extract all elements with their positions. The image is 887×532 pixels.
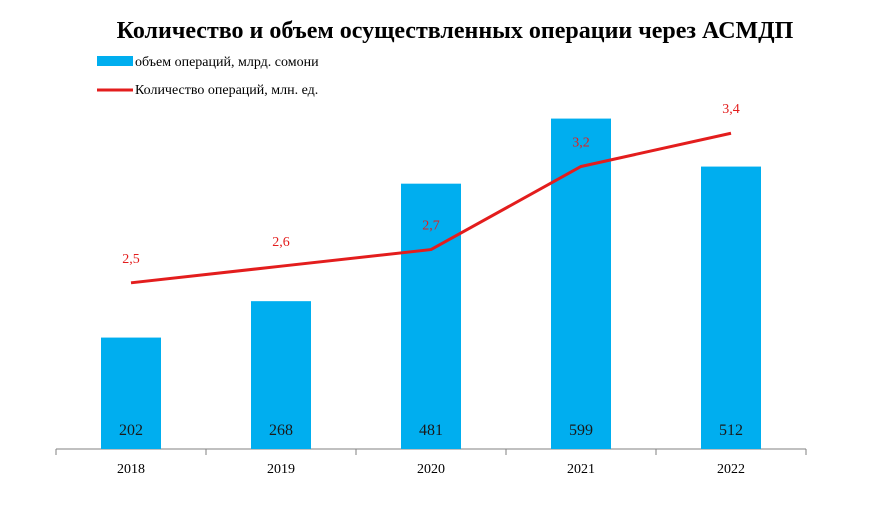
bar	[551, 118, 611, 450]
legend: объем операций, млрд. сомони Количество …	[97, 55, 319, 98]
legend-label-bars: объем операций, млрд. сомони	[135, 55, 319, 70]
bar-data-label: 268	[269, 422, 293, 439]
x-tick-label: 2021	[567, 462, 595, 477]
legend-label-line: Количество операций, млн. ед.	[135, 83, 318, 98]
x-tick-label: 2019	[267, 462, 295, 477]
bar	[401, 183, 461, 449]
bar-data-label: 481	[419, 422, 443, 439]
line-data-label: 3,4	[722, 102, 740, 117]
line-data-label: 2,7	[422, 219, 440, 234]
bar-data-label: 599	[569, 422, 593, 439]
line-data-label: 2,6	[272, 235, 290, 250]
bar	[101, 337, 161, 449]
bar	[251, 301, 311, 449]
line-data-label: 2,5	[122, 252, 140, 267]
chart-title: Количество и объем осуществленных операц…	[117, 18, 794, 44]
plot-area: 202 2018 268 2019 481 2020 599 2021 512 2022 2,5 2,…	[55, 102, 807, 477]
bar-data-label: 512	[719, 422, 743, 439]
line-data-label: 3,2	[572, 135, 590, 150]
x-tick-label: 2022	[717, 462, 745, 477]
x-tick-label: 2018	[117, 462, 145, 477]
x-tick-label: 2020	[417, 462, 445, 477]
bar	[701, 166, 761, 449]
legend-swatch-bars	[97, 56, 133, 66]
bar-data-label: 202	[119, 422, 143, 439]
